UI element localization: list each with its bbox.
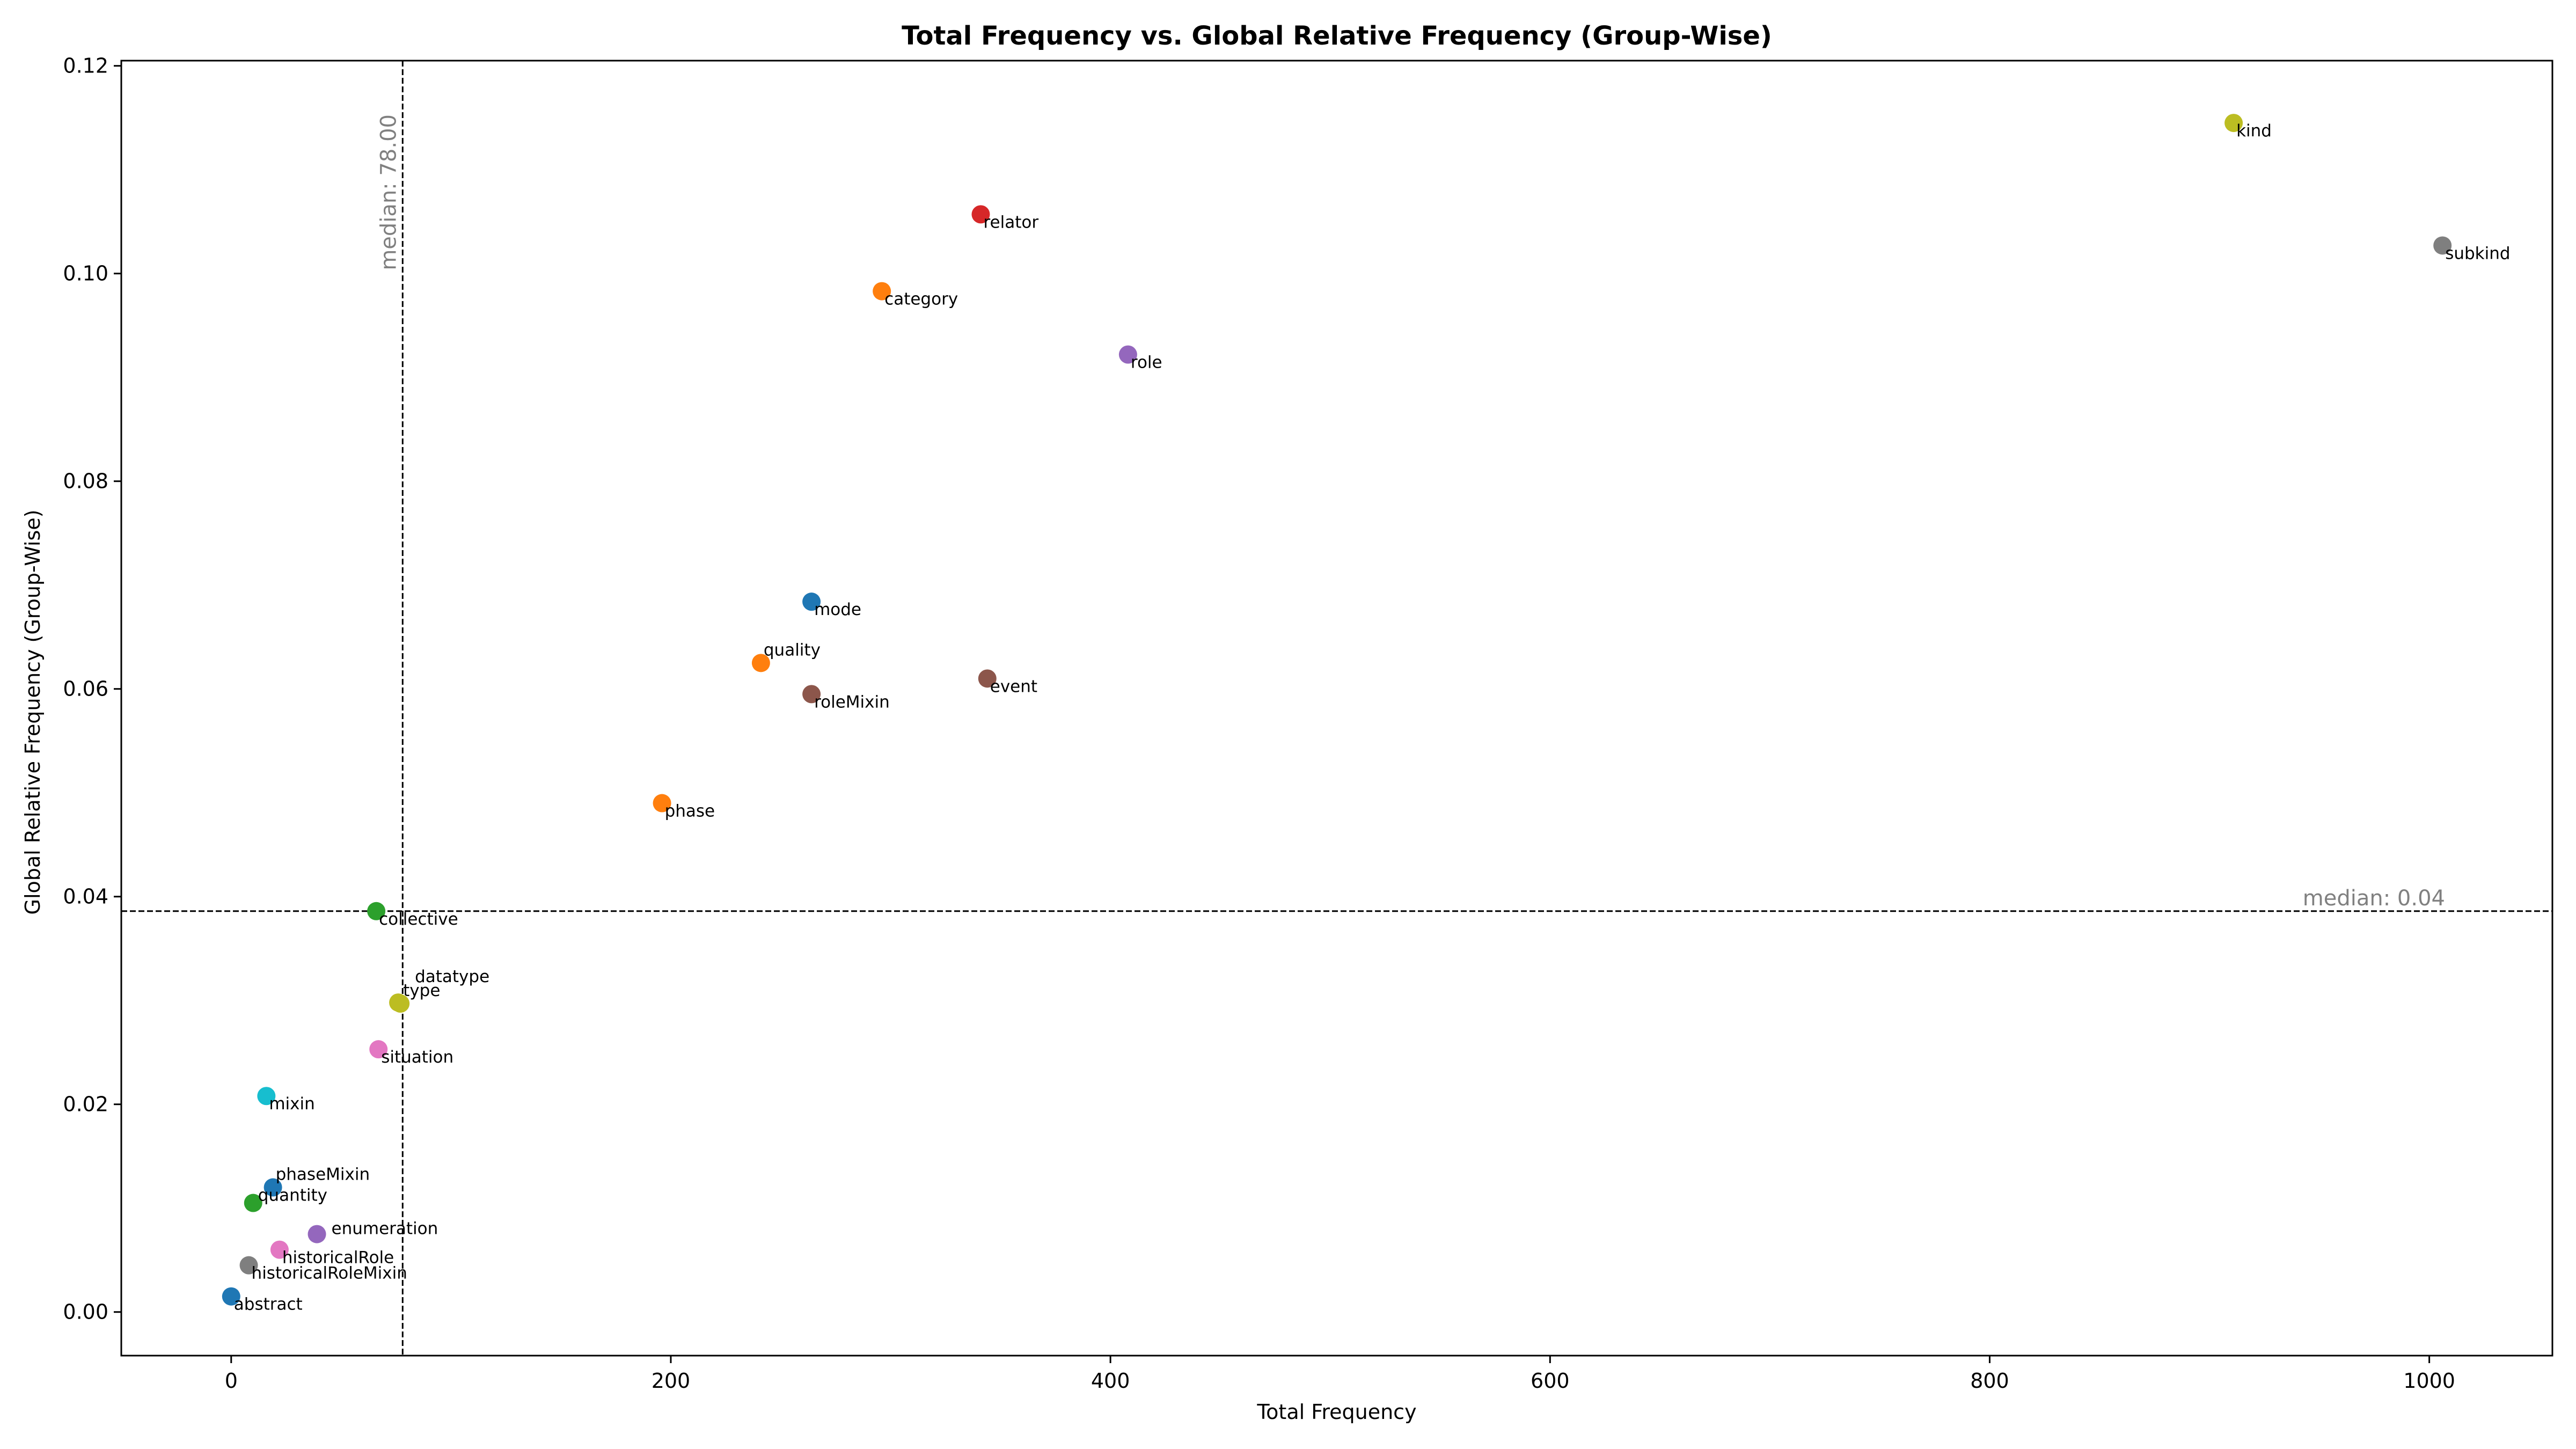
point-label-role: role [1131,353,1162,372]
point-phaseMixin [264,1178,282,1197]
y-tick-label: 0.08 [63,470,108,493]
point-label-situation: situation [381,1048,453,1067]
y-tick-label: 0.06 [63,677,108,701]
point-phase [653,794,671,813]
point-event [978,669,997,688]
plot-area: 0 200 400 600 800 1000 0.00 0.02 0.04 0.06 0.08 0.1… [63,54,2552,1393]
point-relator [971,205,990,224]
point-mixin [257,1087,276,1106]
point-subkind [2433,236,2452,255]
point-label-phase: phase [665,802,715,821]
point-collective [367,902,386,920]
point-label-mode: mode [814,600,861,619]
x-axis-label: Total Frequency [1256,1400,1416,1424]
point-label-quantity: quantity [258,1186,327,1205]
median-y-label: median: 0.04 [2303,886,2445,911]
point-roleMixin [802,685,821,704]
point-label-datatype: datatype [415,967,489,986]
point-label-type: type [403,981,440,1000]
point-role [1118,345,1137,364]
point-label-event: event [990,677,1037,696]
chart-title: Total Frequency vs. Global Relative Freq… [902,21,1772,51]
point-abstract [222,1287,240,1306]
y-tick-label: 0.04 [63,885,108,909]
point-mode [802,592,821,611]
point-label-roleMixin: roleMixin [814,692,890,712]
median-x-label: median: 78.00 [376,114,401,270]
x-tick-label: 600 [1531,1369,1570,1393]
point-category [873,282,891,301]
point-label-kind: kind [2236,121,2272,141]
x-tick-label: 400 [1091,1369,1130,1393]
point-label-abstract: abstract [234,1295,303,1314]
point-label-category: category [884,290,958,309]
point-kind [2224,114,2243,133]
point-situation [369,1040,388,1059]
y-tick-label: 0.00 [63,1300,108,1324]
x-tick-label: 0 [225,1369,238,1393]
point-label-historicalRoleMixin: historicalRoleMixin [252,1264,407,1283]
y-tick-label: 0.12 [63,54,108,78]
y-tick-label: 0.02 [63,1093,108,1116]
point-type [391,994,410,1013]
x-tick-label: 800 [1970,1369,2009,1393]
x-tick-label: 200 [652,1369,691,1393]
point-label-historicalRole: historicalRole [282,1248,394,1268]
point-label-relator: relator [983,213,1038,232]
point-label-mixin: mixin [269,1094,314,1114]
point-historicalRoleMixin [239,1256,258,1275]
x-tick-label: 1000 [2403,1369,2455,1393]
point-label-enumeration: enumeration [332,1219,438,1239]
y-tick-label: 0.10 [63,262,108,286]
plot-frame [120,60,2553,1357]
point-label-quality: quality [764,640,821,660]
point-quantity [244,1194,262,1212]
y-axis-label: Global Relative Frequency (Group-Wise) [21,510,45,915]
point-label-phaseMixin: phaseMixin [276,1165,370,1184]
point-quality [751,654,770,672]
point-historicalRole [270,1240,289,1259]
point-label-collective: collective [379,910,458,929]
point-label-subkind: subkind [2445,244,2510,263]
point-enumeration [308,1225,326,1243]
